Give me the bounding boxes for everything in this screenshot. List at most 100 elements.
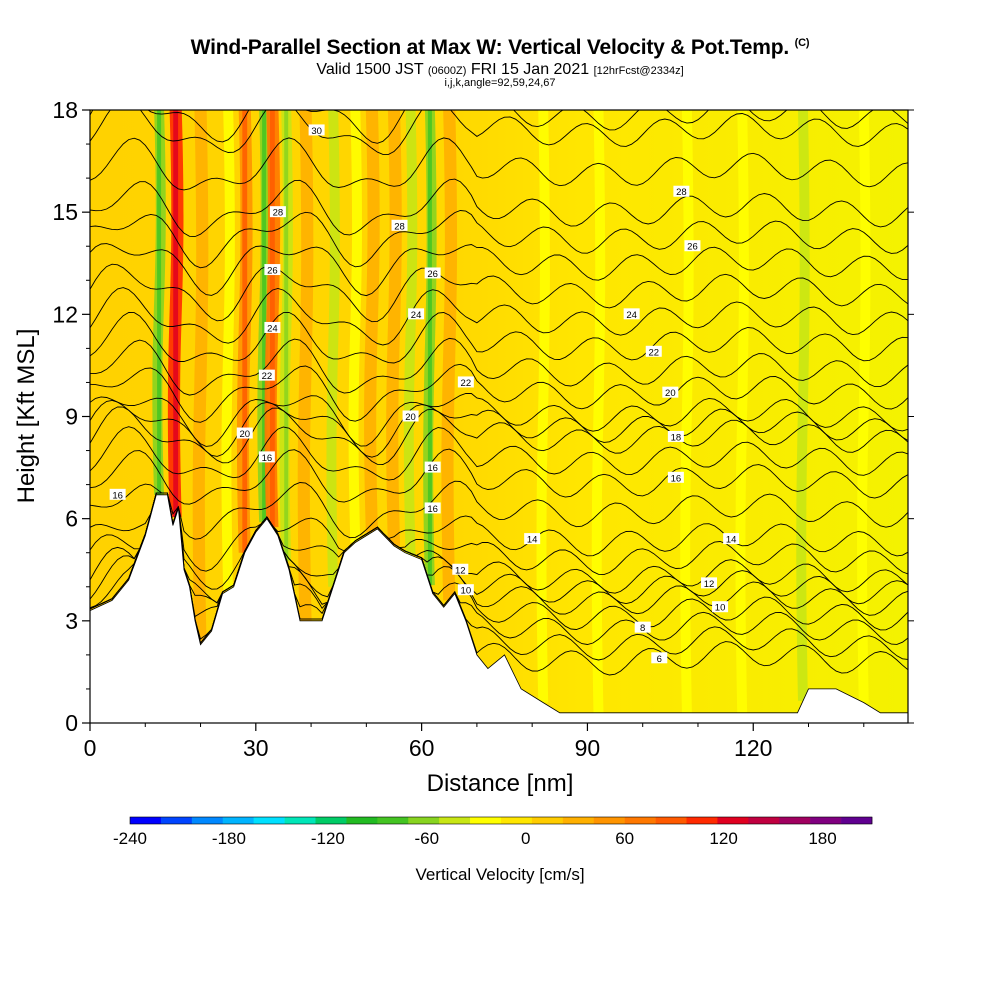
theta-label: 6 (651, 652, 668, 665)
theta-label-text: 18 (671, 432, 682, 443)
theta-label: 10 (712, 601, 729, 614)
theta-label-text: 24 (626, 310, 637, 321)
theta-contour-line (90, 243, 908, 297)
colorbar-swatch (253, 817, 285, 824)
y-tick-label: 0 (65, 710, 78, 736)
theta-label-text: 16 (262, 453, 273, 464)
colorbar-swatch (130, 817, 162, 824)
theta-label-text: 10 (715, 603, 726, 614)
theta-label-text: 20 (405, 412, 416, 423)
theta-contour-line (90, 287, 908, 346)
theta-label: 26 (424, 267, 441, 280)
theta-label-text: 28 (273, 208, 284, 219)
colorbar-swatch (315, 817, 347, 824)
vv-band-updraft (386, 110, 402, 546)
colorbar-swatch (531, 817, 564, 824)
colorbar-swatch (841, 817, 873, 824)
theta-contour-line (90, 210, 908, 269)
theta-contour-line (90, 392, 908, 447)
theta-label-text: 10 (461, 586, 472, 597)
theta-label-text: 20 (239, 429, 250, 440)
theta-label-text: 26 (687, 242, 698, 253)
vv-band-core (173, 110, 179, 517)
y-axis-label: Height [Kft MSL] (13, 329, 40, 504)
colorbar-swatch (562, 817, 595, 824)
theta-label-text: 14 (527, 535, 538, 546)
colorbar-swatch (408, 817, 440, 824)
theta-label-text: 8 (640, 623, 645, 634)
theta-label-text: 28 (394, 221, 405, 232)
vv-band-updraft (297, 110, 314, 621)
theta-label: 28 (269, 206, 286, 219)
vv-band-downdraft (796, 110, 810, 701)
theta-contour-line (90, 137, 908, 191)
y-tick-label: 12 (52, 301, 78, 327)
vv-band-core (242, 110, 248, 553)
colorbar-tick-label: -120 (311, 829, 345, 848)
theta-label: 18 (667, 430, 684, 443)
theta-label-text: 6 (657, 654, 662, 665)
colorbar-tick-label: -60 (415, 829, 440, 848)
axes: 0 30 60 90 120 0 3 6 9 12 15 18 (52, 97, 914, 761)
theta-label-text: 28 (676, 187, 687, 198)
colorbar-swatch (160, 817, 193, 824)
vv-band-updraft (364, 110, 380, 533)
terrain (90, 494, 908, 723)
theta-label-text: 24 (411, 310, 422, 321)
theta-contour-line (90, 448, 908, 505)
y-tick-label: 9 (65, 404, 78, 430)
colorbar-tick-label: 120 (709, 829, 737, 848)
vv-band-updraft (192, 110, 209, 645)
colorbar: -240 -180 -120 -60 0 60 120 180 (113, 816, 873, 848)
vv-band-updraft (441, 110, 458, 601)
theta-label-text: 26 (267, 266, 278, 277)
theta-label: 16 (667, 471, 684, 484)
valid-date: FRI 15 Jan 2021 (470, 61, 590, 78)
theta-contour-line (90, 426, 908, 481)
colorbar-tick-label: -180 (212, 829, 246, 848)
theta-label: 16 (258, 451, 275, 464)
chart-params: i,j,k,angle=92,59,24,67 (444, 77, 556, 89)
colorbar-swatch (624, 817, 656, 824)
vv-band-downdraft (536, 110, 550, 703)
theta-contour-line (90, 337, 908, 396)
vv-band-downdraft (591, 110, 606, 713)
theta-label: 14 (524, 533, 541, 546)
x-tick-label: 0 (84, 735, 97, 761)
theta-contour-line (90, 492, 908, 590)
theta-label: 16 (109, 488, 126, 501)
theta-label-text: 12 (455, 565, 466, 576)
theta-contour-line (90, 110, 908, 144)
theta-label: 22 (457, 376, 474, 389)
vv-band-downdraft (857, 110, 871, 703)
theta-label-text: 22 (461, 378, 472, 389)
colorbar-swatch (439, 817, 471, 824)
theta-label-text: 24 (267, 323, 278, 334)
theta-label: 14 (723, 533, 740, 546)
theta-label-text: 30 (311, 126, 322, 137)
x-tick-label: 90 (575, 735, 601, 761)
theta-label-text: 16 (671, 473, 682, 484)
copyright-mark: (C) (794, 37, 810, 49)
colorbar-swatch (377, 817, 409, 824)
colorbar-swatch (686, 817, 718, 824)
colorbar-swatch (779, 817, 811, 824)
colorbar-swatch (748, 817, 780, 824)
colorbar-tick-label: -240 (113, 829, 147, 848)
theta-label: 12 (701, 577, 718, 590)
theta-label: 20 (402, 410, 419, 423)
colorbar-swatch (655, 817, 687, 824)
theta-label: 30 (308, 124, 325, 137)
theta-label: 16 (424, 502, 441, 515)
theta-label-text: 22 (262, 371, 273, 382)
colorbar-frame (129, 816, 873, 825)
colorbar-label: Vertical Velocity [cm/s] (415, 865, 584, 884)
colorbar-swatch (593, 817, 625, 824)
theta-contour-line (90, 480, 908, 540)
colorbar-swatch (284, 817, 316, 824)
y-tick-label: 6 (65, 506, 78, 532)
theta-label: 12 (452, 563, 469, 576)
x-tick-label: 30 (243, 735, 269, 761)
theta-label: 26 (264, 264, 281, 277)
